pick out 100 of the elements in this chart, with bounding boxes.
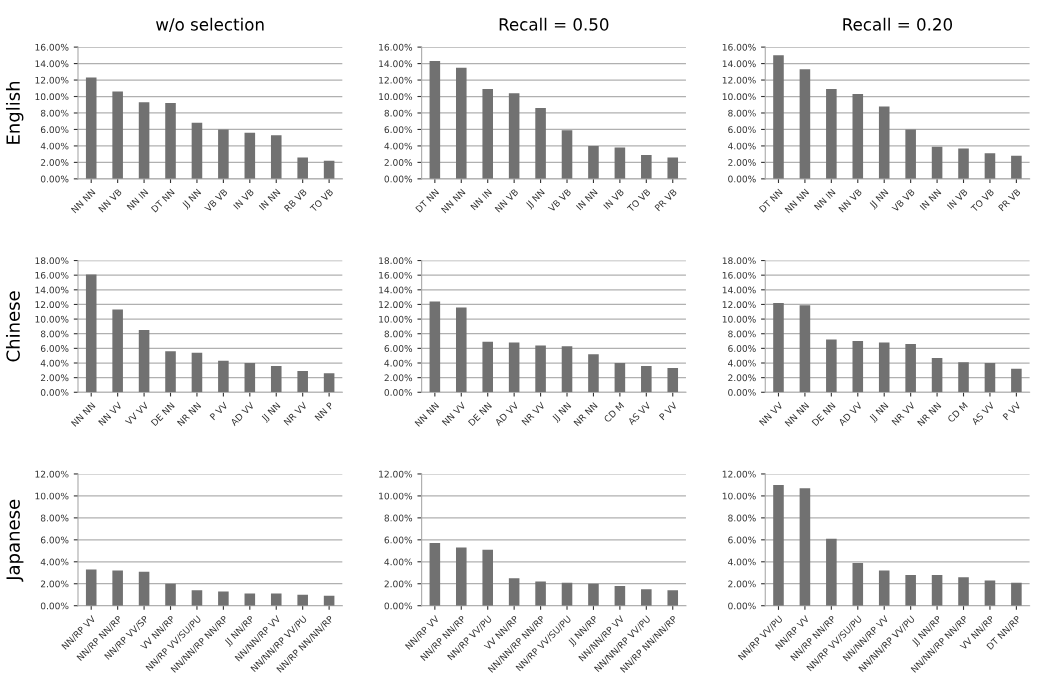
y-tick-label: 8.00% xyxy=(728,330,756,338)
x-tick-label: AS VV xyxy=(627,401,652,426)
bar xyxy=(931,574,943,606)
y-tick-label: 4.00% xyxy=(384,359,413,367)
chart-title: Recall = 0.20 xyxy=(843,17,953,31)
x-tick-label: NR VV xyxy=(521,401,546,426)
y-tick-label: 8.00% xyxy=(384,514,413,522)
bar xyxy=(165,351,176,393)
y-axis-title: Japanese xyxy=(6,499,24,582)
x-tick-label: CD M xyxy=(603,402,625,423)
x-tick-label: JJ NN xyxy=(181,188,203,210)
bar xyxy=(218,129,229,179)
bar xyxy=(270,135,282,179)
bar xyxy=(482,549,493,606)
y-tick-label: 4.00% xyxy=(384,142,413,150)
y-tick-label: 16.00% xyxy=(379,271,413,279)
x-tick-label: DE NN xyxy=(468,402,492,427)
bar xyxy=(535,345,546,393)
y-tick-label: 2.00% xyxy=(384,374,413,382)
y-tick-label: 8.00% xyxy=(728,514,756,522)
x-tick-label: NN NN xyxy=(784,188,810,214)
bar xyxy=(667,368,679,393)
x-tick-label: IN NN xyxy=(576,188,598,211)
bar xyxy=(958,362,969,393)
x-tick-label: NR NN xyxy=(176,402,202,427)
bar xyxy=(773,484,784,606)
x-tick-label: TO VB xyxy=(309,188,334,213)
bar xyxy=(561,582,573,606)
y-tick-label: 6.00% xyxy=(384,536,413,544)
x-tick-label: TO VB xyxy=(970,188,995,213)
y-tick-label: 14.00% xyxy=(379,60,413,68)
chart-title: w/o selection xyxy=(156,17,264,32)
y-tick-label: 16.00% xyxy=(35,271,69,279)
x-tick-label: JJ NN xyxy=(551,402,573,424)
bar xyxy=(667,590,679,606)
x-tick-label: DT NN xyxy=(150,188,175,213)
x-tick-label: IN NN xyxy=(919,188,942,211)
x-tick-label: NN VB xyxy=(838,188,863,213)
bar xyxy=(773,302,784,393)
bar xyxy=(85,274,97,393)
y-tick-label: 4.00% xyxy=(40,359,69,367)
y-tick-label: 0.00% xyxy=(40,602,69,610)
x-tick-label: NN NN xyxy=(784,402,810,427)
x-tick-label: JJ NN xyxy=(868,188,890,210)
y-tick-label: 12.00% xyxy=(379,470,413,478)
x-tick-label: IN NN xyxy=(258,188,281,211)
x-tick-label: CD M xyxy=(947,402,968,423)
bar xyxy=(165,103,176,179)
bar xyxy=(931,357,943,393)
chart-title: Recall = 0.50 xyxy=(499,17,609,31)
y-tick-label: 10.00% xyxy=(379,492,413,500)
bar xyxy=(641,365,652,393)
bar xyxy=(165,583,176,606)
bar xyxy=(429,301,441,393)
x-tick-label: DE NN xyxy=(150,402,175,427)
bar xyxy=(297,371,308,393)
x-tick-label: VV VV xyxy=(124,401,149,426)
bar xyxy=(297,157,308,179)
y-tick-label: 10.00% xyxy=(379,93,413,101)
y-tick-label: 10.00% xyxy=(722,315,756,323)
bar xyxy=(1011,368,1022,393)
x-tick-label: NN VV xyxy=(758,401,784,426)
y-tick-label: 12.00% xyxy=(379,301,413,309)
y-tick-label: 2.00% xyxy=(40,580,69,588)
bar xyxy=(138,330,150,393)
y-tick-label: 10.00% xyxy=(722,93,756,101)
y-tick-label: 4.00% xyxy=(728,558,756,566)
bar xyxy=(561,346,573,393)
y-tick-label: 10.00% xyxy=(35,93,69,101)
bar xyxy=(218,360,229,393)
bar xyxy=(561,130,573,179)
x-tick-label: AD VV xyxy=(837,401,863,427)
bar xyxy=(958,577,969,606)
y-tick-label: 12.00% xyxy=(35,470,69,478)
y-tick-label: 4.00% xyxy=(728,359,756,367)
x-tick-label: NN VB xyxy=(494,188,519,213)
y-tick-label: 16.00% xyxy=(722,43,756,51)
bar xyxy=(1011,582,1022,606)
y-tick-label: 8.00% xyxy=(40,109,69,117)
bar xyxy=(641,154,652,179)
bar xyxy=(297,594,308,606)
bar xyxy=(614,585,626,606)
y-tick-label: 12.00% xyxy=(722,470,756,478)
y-tick-label: 8.00% xyxy=(40,514,69,522)
x-tick-label: DT NN xyxy=(415,188,440,213)
y-axis-title: Chinese xyxy=(5,291,20,362)
x-tick-label: NN NN xyxy=(414,402,440,427)
y-tick-label: 6.00% xyxy=(40,536,69,544)
bar xyxy=(535,108,546,179)
bar xyxy=(984,363,996,393)
bar xyxy=(588,145,599,179)
bar xyxy=(826,89,837,179)
y-tick-label: 14.00% xyxy=(379,286,413,294)
bar xyxy=(112,309,123,393)
bar xyxy=(429,61,441,179)
x-tick-label: NN VV xyxy=(441,401,467,426)
x-tick-label: TO VB xyxy=(626,188,651,213)
x-tick-label: P VV xyxy=(658,401,678,421)
y-tick-label: 4.00% xyxy=(384,558,413,566)
bar xyxy=(138,102,150,179)
